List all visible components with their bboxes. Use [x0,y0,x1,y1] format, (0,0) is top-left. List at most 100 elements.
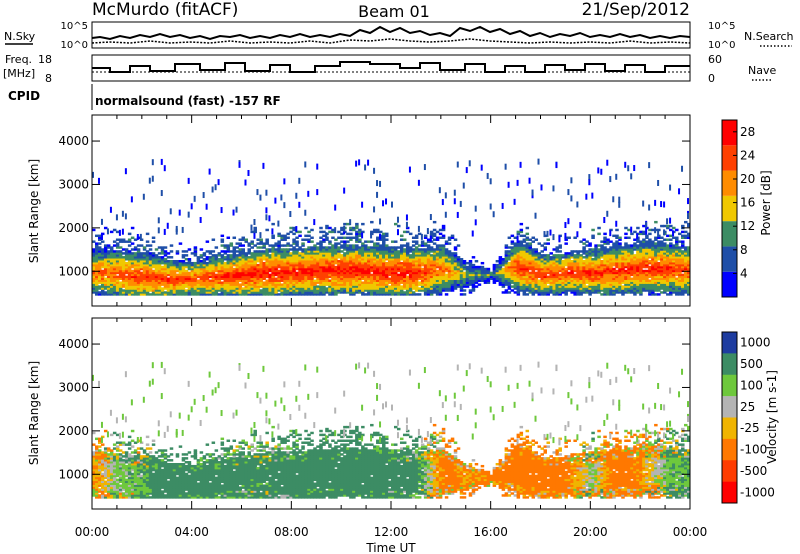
power-cell [346,250,350,253]
power-cell [106,267,111,271]
power-cell [202,263,207,267]
power-cell [106,281,111,284]
power-cell [441,236,446,239]
power-cell [187,289,192,292]
power-cell [298,263,302,267]
power-cell [594,263,598,267]
power-cell [241,279,245,282]
power-cell [358,254,362,257]
power-cell [298,285,302,288]
power-cell [423,281,428,284]
power-cell [612,256,616,259]
power-cell [106,252,111,255]
power-cell [540,244,544,247]
power-cell [429,275,434,279]
power-cell [534,271,539,275]
power-cell [420,252,425,255]
power-cell [453,248,458,251]
power-cell [666,293,670,296]
power-cell [513,258,518,261]
power-cell [666,252,670,255]
power-cell [393,254,398,257]
power-cell [361,252,365,255]
power-cell [534,275,539,279]
power-cell [672,289,676,292]
power-cell [343,279,347,282]
power-cell [229,287,234,290]
power-cell [103,244,108,247]
power-cell [444,277,449,281]
power-cell [558,256,562,259]
power-cell [199,289,204,292]
power-cell [663,244,667,247]
power-cell [328,279,332,282]
power-cell [265,254,269,257]
power-cell [202,252,207,255]
power-cell [531,289,536,292]
power-cell [190,265,195,269]
power-cell [549,265,553,269]
power-cell [597,252,601,255]
power-cell [310,261,314,265]
power-cell [633,248,637,251]
power-cell [199,281,204,284]
power-scatter [615,173,618,180]
power-cell [408,287,413,290]
power-cell [238,269,243,273]
power-cell [169,281,174,284]
power-cell [136,279,141,282]
power-cell [405,271,410,275]
power-cell [277,269,281,273]
power-cell [465,261,470,265]
power-cell [561,287,565,290]
power-cell [223,285,228,288]
power-cell [669,234,673,238]
power-cell [127,277,132,281]
power-cell [316,246,320,249]
power-cell [94,258,99,261]
power-cell [504,261,509,265]
power-cell [349,232,353,236]
power-cell [417,267,422,271]
date-title: 21/Sep/2012 [582,0,690,20]
power-cell [609,293,613,296]
power-cell [591,236,595,239]
power-cell [588,269,592,273]
power-cell [382,263,386,267]
power-cell [334,291,338,294]
power-cell [399,281,404,284]
power-scatter [382,200,385,207]
power-cell [513,275,518,279]
power-cell [226,277,231,281]
power-cell [396,289,401,292]
power-cell [370,265,374,269]
power-cell [298,273,302,277]
power-cell [271,289,275,292]
power-cell [244,291,248,294]
power-cell [253,277,257,281]
power-cell [289,283,293,286]
power-cell [325,238,329,241]
power-scatter [214,184,217,191]
power-scatter [618,196,621,203]
power-cell [130,283,135,286]
power-cell [166,283,171,286]
power-cell [160,279,165,282]
power-cell [396,254,401,257]
power-cell [292,263,296,267]
power-cell [355,238,359,241]
power-cell [669,287,673,290]
power-cell [573,267,577,271]
power-cell [250,269,254,273]
power-cell [343,265,347,269]
power-cell [672,252,676,255]
power-cell [154,285,159,288]
power-cell [672,277,676,281]
power-cell [525,279,530,282]
power-cell [657,244,661,247]
power-cell [441,287,446,290]
power-cell [570,252,574,255]
power-cell [564,283,568,286]
power-cell [435,291,440,294]
power-cell [283,254,287,257]
